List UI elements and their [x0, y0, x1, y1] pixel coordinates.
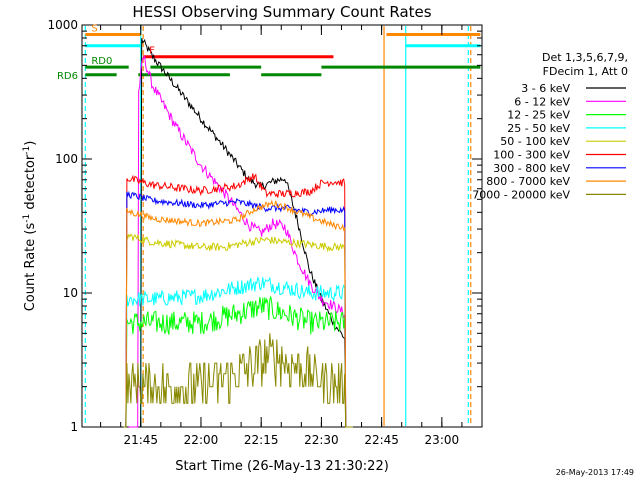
y-tick-label: 1000 [47, 18, 78, 32]
legend-label-300-800-kev: 300 - 800 keV [493, 162, 570, 175]
legend-label-50-100-kev: 50 - 100 keV [500, 135, 570, 148]
legend: Det 1,3,5,6,7,9, FDecim 1, Att 0 3 - 6 k… [472, 51, 628, 201]
y-tick-label: 1 [70, 420, 78, 434]
y-tick-label: 10 [63, 286, 78, 300]
series-line-50-100-kev [123, 233, 353, 428]
series-line-100-300-kev [123, 173, 353, 428]
legend-label-12-25-kev: 12 - 25 keV [507, 109, 570, 122]
x-tick-label: 21:45 [123, 433, 158, 447]
y-axis-label-main: Count Rate (s [23, 223, 38, 312]
x-axis: 21:45 22:00 22:15 22:30 22:45 23:00 [100, 25, 483, 447]
y-axis-label-exp1: -1 [22, 214, 32, 223]
y-axis: 1 10 100 1000 [47, 18, 482, 434]
x-tick-label: 22:30 [304, 433, 339, 447]
y-axis-label-mid: detector [23, 154, 38, 214]
series-line-800-7000-kev [123, 199, 353, 428]
chart-title: HESSI Observing Summary Count Rates [132, 3, 431, 21]
y-axis-label-end: ) [23, 141, 38, 146]
legend-label-3-6-kev: 3 - 6 keV [521, 82, 570, 95]
legend-label-25-50-kev: 25 - 50 keV [507, 122, 570, 135]
x-axis-label: Start Time (26-May-13 21:30:22) [175, 459, 389, 474]
series-line-3-6-kev [128, 38, 353, 428]
plot-area: S F RD0 RD6 [57, 23, 483, 428]
x-tick-label: 22:45 [364, 433, 399, 447]
legend-label-800-7000-kev: 800 - 7000 keV [486, 175, 570, 188]
series-line-300-800-kev [123, 190, 353, 428]
y-tick-label: 100 [55, 152, 78, 166]
flag-label-f: F [149, 46, 155, 57]
x-tick-label: 23:00 [425, 433, 460, 447]
series-group [123, 38, 353, 428]
flag-label-rd6: RD6 [57, 71, 78, 82]
legend-label-100-300-kev: 100 - 300 keV [493, 149, 570, 162]
y-axis-label: Count Rate (s-1 detector-1) [22, 141, 38, 312]
series-line-25-50-kev [123, 276, 353, 428]
series-line-6-12-kev [128, 54, 353, 428]
legend-label-6-12-kev: 6 - 12 keV [514, 95, 570, 108]
x-tick-label: 22:00 [184, 433, 219, 447]
x-tick-label: 22:15 [244, 433, 279, 447]
generation-timestamp: 26-May-2013 17:49 [556, 468, 634, 477]
legend-label-7000-20000-kev: 7000 - 20000 keV [472, 188, 570, 201]
legend-header-2: FDecim 1, Att 0 [543, 65, 628, 78]
series-line-7000-20000-kev [123, 333, 353, 428]
flag-labels: S F RD0 RD6 [57, 23, 155, 81]
y-axis-label-exp2: -1 [22, 146, 32, 155]
flag-label-s: S [91, 23, 97, 34]
legend-header-1: Det 1,3,5,6,7,9, [542, 51, 628, 64]
flag-bars [85, 32, 481, 77]
series-line-12-25-kev [123, 295, 353, 428]
flag-label-rd0: RD0 [91, 56, 112, 67]
